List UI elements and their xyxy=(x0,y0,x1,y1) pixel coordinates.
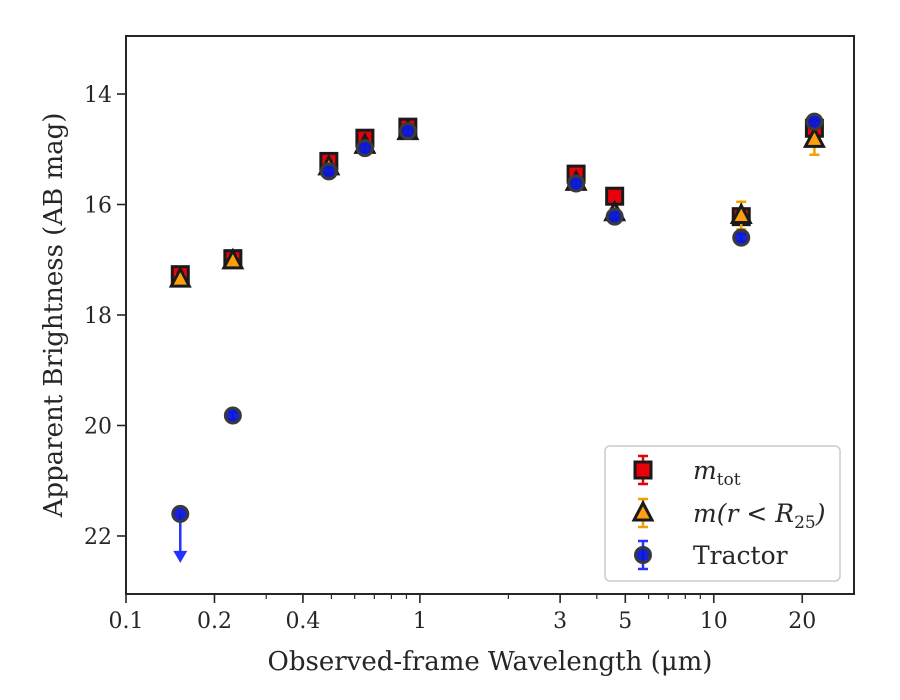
y-tick-label: 22 xyxy=(84,525,112,550)
data-point-circle xyxy=(605,207,624,226)
y-axis-ticks: 14 16 18 20 22 xyxy=(84,83,126,550)
x-tick-label: 10 xyxy=(700,609,728,634)
data-point-circle xyxy=(567,174,586,193)
x-tick-label: 0.1 xyxy=(109,609,144,634)
data-point-triangle xyxy=(802,126,826,148)
x-tick-label: 1 xyxy=(413,609,427,634)
data-point-circle xyxy=(398,122,417,141)
legend: mtot m(r < R25) Tractor xyxy=(604,445,841,582)
x-tick-label: 20 xyxy=(788,609,816,634)
x-axis-ticks: 0.1 0.2 0.4 1 3 5 10 20 xyxy=(109,594,816,634)
legend-entry: Tractor xyxy=(634,539,788,571)
plot-frame xyxy=(125,35,855,595)
x-axis-title: Observed-frame Wavelength (μm) xyxy=(268,647,713,677)
data-point-circle xyxy=(223,406,242,425)
legend-frame xyxy=(604,445,841,582)
legend-label: Tractor xyxy=(693,541,788,570)
legend-label: mtot xyxy=(693,456,741,490)
legend-label: m(r < R25) xyxy=(693,499,825,533)
data-point-circle xyxy=(355,139,374,158)
legend-marker-circle xyxy=(634,546,652,564)
legend-entry: mtot xyxy=(633,454,741,490)
y-axis-title: Apparent Brightness (AB mag) xyxy=(39,113,69,519)
data-point-circle xyxy=(805,112,824,131)
x-tick-label: 3 xyxy=(553,609,567,634)
data-point-circle xyxy=(732,228,751,247)
y-tick-label: 18 xyxy=(84,304,112,329)
x-tick-label: 5 xyxy=(618,609,632,634)
legend-marker-square xyxy=(633,460,653,480)
x-tick-label: 0.4 xyxy=(285,609,320,634)
data-marks xyxy=(168,112,826,563)
data-point-circle xyxy=(319,162,338,181)
y-tick-label: 16 xyxy=(84,194,112,219)
y-tick-label: 14 xyxy=(84,83,112,108)
data-point-triangle xyxy=(221,247,245,270)
y-tick-label: 20 xyxy=(84,414,112,439)
series-circle xyxy=(171,112,824,563)
legend-marker-triangle xyxy=(631,499,655,522)
data-point-triangle xyxy=(729,202,753,225)
data-point-triangle xyxy=(168,265,192,288)
upper-limit-arrow-head xyxy=(173,550,188,563)
data-point-circle xyxy=(171,504,190,523)
x-tick-label: 0.2 xyxy=(197,609,232,634)
legend-entry: m(r < R25) xyxy=(631,497,825,533)
